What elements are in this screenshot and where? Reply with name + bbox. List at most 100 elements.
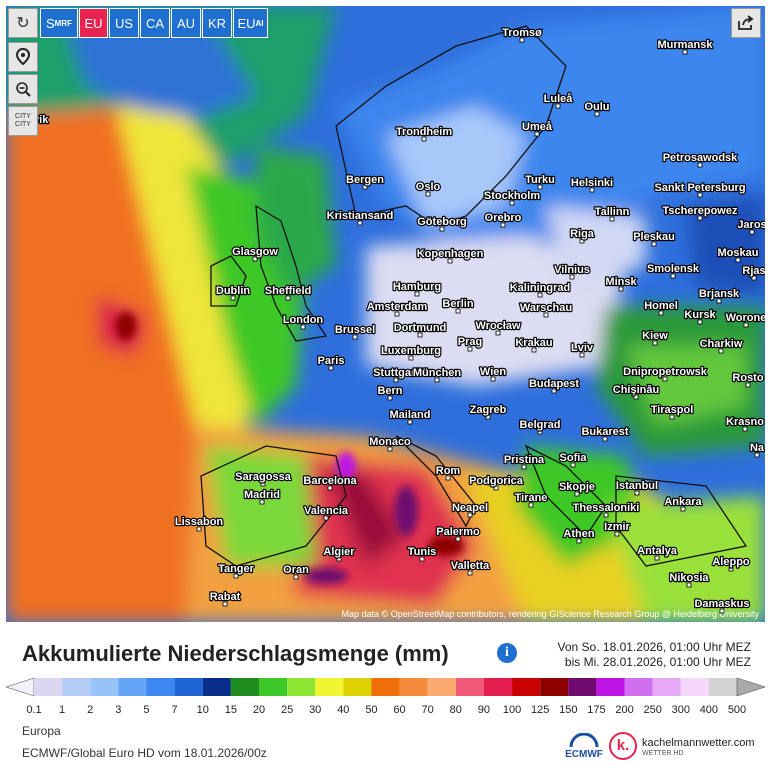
reload-button[interactable]: ↻ — [8, 8, 38, 38]
city-label: Na — [750, 442, 765, 454]
legend-label: 100 — [503, 704, 521, 716]
city-dot — [493, 485, 499, 491]
city-label: Tanger — [218, 563, 255, 575]
legend-label: 3 — [115, 704, 121, 716]
legend-swatch — [258, 678, 288, 696]
legend-swatch — [371, 678, 400, 696]
city-label: Worone — [726, 312, 765, 324]
city-label: Warschau — [520, 302, 572, 314]
city-label: Jaros — [737, 219, 765, 231]
legend-swatch — [202, 678, 231, 696]
city-button[interactable]: CITY CITY — [8, 106, 38, 136]
legend-swatch — [540, 678, 569, 696]
city-label: Damaskus — [694, 598, 749, 610]
city-label: Valencia — [304, 505, 349, 517]
city-dot — [603, 512, 609, 518]
city-dot — [749, 229, 755, 235]
city-dot — [555, 103, 561, 109]
city-label: Saragossa — [235, 471, 292, 483]
model-button[interactable]: EU — [79, 8, 108, 38]
city-dot — [495, 330, 501, 336]
location-button[interactable] — [8, 42, 38, 72]
city-label: Belgrad — [520, 419, 561, 431]
city-dot — [421, 136, 427, 142]
precipitation-field — [6, 6, 765, 622]
city-label: Krasno — [726, 416, 764, 428]
model-button[interactable]: CA — [140, 8, 170, 38]
model-button[interactable]: S MRF — [40, 8, 78, 38]
city-label: CITY — [15, 113, 31, 120]
city-label: Tiraspol — [651, 404, 694, 416]
city-dot — [614, 531, 620, 537]
city-dot — [716, 298, 722, 304]
city-label: Helsinki — [571, 177, 613, 189]
legend-label: 60 — [393, 704, 405, 716]
city-dot — [500, 222, 506, 228]
model-sub: AI — [255, 18, 264, 28]
city-dot — [682, 49, 688, 55]
city-dot — [455, 308, 461, 314]
model-button[interactable]: EU AI — [233, 8, 268, 38]
legend-label: 150 — [559, 704, 577, 716]
legend-label: 50 — [365, 704, 377, 716]
city-label: Chişinău — [613, 384, 659, 396]
model-button[interactable]: US — [109, 8, 139, 38]
city-dot — [408, 355, 414, 361]
city-dot — [654, 555, 660, 561]
legend-swatch — [90, 678, 119, 696]
attribution: Map data © OpenStreetMap contributors, r… — [342, 609, 760, 619]
legend-label: 7 — [172, 704, 178, 716]
city-dot — [407, 419, 413, 425]
city-dot — [521, 464, 527, 470]
city-dot — [323, 515, 329, 521]
city-label: Hamburg — [393, 281, 441, 293]
model-button[interactable]: AU — [171, 8, 201, 38]
city-dot — [417, 332, 423, 338]
city-label: Oran — [283, 564, 309, 576]
model-button[interactable]: KR — [202, 8, 232, 38]
city-label: Moskau — [718, 247, 759, 259]
city-label: Ankara — [664, 496, 702, 508]
city-label: Zagreb — [470, 404, 507, 416]
city-label: Prag — [458, 336, 482, 348]
city-dot — [467, 346, 473, 352]
legend-label: 10 — [197, 704, 209, 716]
zoom-out-button[interactable] — [8, 74, 38, 104]
city-label: Madrid — [244, 489, 280, 501]
city-labels: ykjavikTromsøMurmanskLuleåOuluUmeåTrondh… — [10, 26, 765, 614]
legend-swatch — [146, 678, 175, 696]
ecmwf-logo: ECMWF — [563, 732, 605, 760]
city-label: Charkiw — [700, 338, 743, 350]
legend-swatch — [62, 678, 91, 696]
legend-swatch — [455, 678, 484, 696]
city-label: Bukarest — [581, 426, 628, 438]
city-dot — [419, 556, 425, 562]
city-label: Mailand — [390, 409, 431, 421]
legend-swatch — [708, 678, 737, 696]
city-label: Rom — [436, 465, 461, 477]
city-dot — [697, 162, 703, 168]
city-label: Smolensk — [647, 263, 700, 275]
city-dot — [387, 446, 393, 452]
legend-arrow — [736, 677, 766, 697]
city-dot — [718, 348, 724, 354]
city-label: Rabat — [210, 591, 241, 603]
city-dot — [570, 462, 576, 468]
city-dot — [425, 191, 431, 197]
brand-site[interactable]: kachelmannwetter.com — [642, 737, 755, 749]
legend-label: 80 — [450, 704, 462, 716]
city-dot — [447, 258, 453, 264]
city-dot — [445, 475, 451, 481]
city-label: Skopje — [559, 481, 595, 493]
city-label: Dortmund — [394, 322, 447, 334]
city-dot — [259, 499, 265, 505]
coastlines — [200, 25, 748, 567]
share-button[interactable] — [731, 8, 761, 38]
city-label: Lviv — [571, 342, 594, 354]
city-dot — [589, 187, 595, 193]
city-label: Kopenhagen — [417, 248, 484, 260]
info-button[interactable]: i — [497, 643, 517, 663]
legend-label: 200 — [615, 704, 633, 716]
city-dot — [528, 502, 534, 508]
city-label: Athen — [563, 528, 594, 540]
